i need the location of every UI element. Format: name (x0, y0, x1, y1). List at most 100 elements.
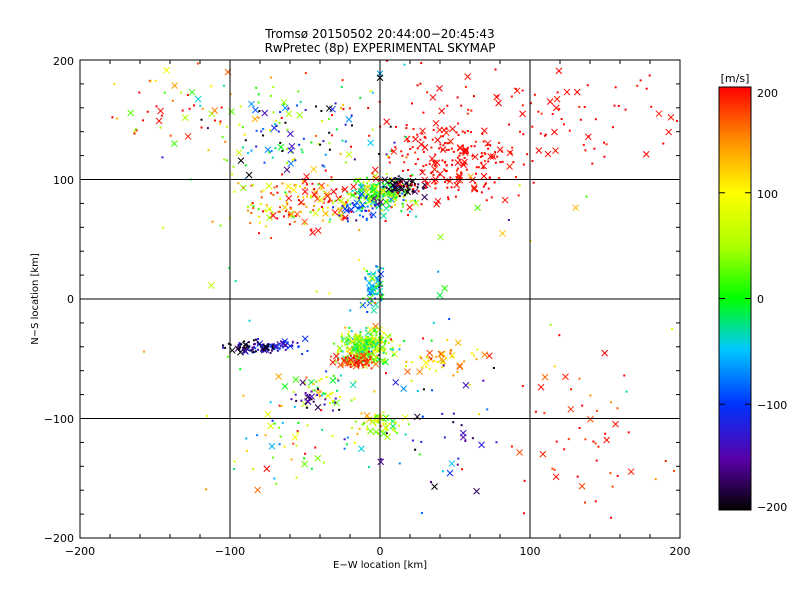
scatter-point (434, 182, 437, 185)
scatter-point (356, 349, 359, 352)
scatter-point (407, 177, 410, 180)
scatter-point-cross (462, 147, 470, 155)
scatter-point (597, 445, 600, 448)
scatter-point (420, 62, 423, 65)
scatter-point (354, 192, 357, 195)
scatter-point (379, 191, 382, 194)
scatter-point (302, 137, 305, 140)
scatter-point-cross (546, 98, 554, 105)
scatter-point (346, 199, 349, 202)
scatter-point-cross (390, 148, 398, 155)
scatter-point (192, 104, 195, 107)
scatter-point (294, 159, 297, 162)
scatter-point (310, 228, 313, 231)
scatter-point (445, 179, 448, 182)
scatter-point (465, 168, 468, 171)
scatter-point-cross (370, 307, 378, 314)
scatter-point-cross (337, 361, 344, 369)
scatter-point (362, 181, 365, 184)
scatter-point (406, 184, 409, 187)
scatter-point (398, 348, 401, 351)
scatter-point (381, 192, 384, 195)
scatter-point (295, 183, 298, 186)
scatter-point-cross (309, 229, 316, 236)
scatter-point (275, 119, 278, 122)
scatter-point (459, 152, 462, 155)
scatter-point (330, 355, 333, 358)
scatter-point (366, 425, 369, 428)
scatter-point (353, 179, 356, 182)
scatter-point (391, 346, 394, 349)
scatter-point (298, 143, 301, 146)
scatter-point (389, 185, 392, 188)
scatter-point (304, 72, 307, 75)
scatter-point (342, 108, 345, 111)
scatter-point (484, 182, 487, 185)
scatter-point (385, 352, 388, 355)
scatter-point (457, 188, 460, 191)
scatter-point-cross (251, 115, 259, 123)
scatter-point (349, 366, 352, 369)
scatter-point (171, 99, 174, 102)
scatter-point (350, 399, 353, 402)
scatter-point (385, 432, 388, 435)
scatter-point (320, 187, 323, 190)
scatter-point (196, 62, 199, 65)
scatter-point (363, 185, 366, 188)
scatter-point (521, 385, 524, 388)
scatter-point (485, 199, 488, 202)
scatter-point (339, 152, 342, 155)
scatter-point (371, 128, 374, 131)
scatter-point (342, 359, 345, 362)
scatter-point (264, 434, 267, 437)
scatter-point (291, 340, 294, 343)
scatter-point-cross (284, 183, 292, 190)
scatter-point (400, 210, 403, 213)
scatter-point (447, 196, 450, 199)
scatter-point (365, 194, 368, 197)
scatter-point (313, 188, 316, 191)
scatter-point (300, 399, 303, 402)
scatter-point (433, 159, 436, 162)
scatter-point (409, 180, 412, 183)
scatter-point (133, 132, 136, 135)
scatter-point-cross (333, 399, 340, 407)
scatter-point (344, 356, 347, 359)
scatter-point (327, 117, 330, 120)
scatter-point (225, 125, 228, 128)
scatter-point (468, 383, 471, 386)
scatter-point (366, 348, 369, 351)
scatter-point (376, 354, 379, 357)
scatter-point (219, 224, 222, 227)
scatter-point (281, 421, 284, 424)
scatter-point (308, 396, 311, 399)
scatter-point (422, 165, 425, 168)
scatter-point-cross (481, 127, 488, 135)
scatter-point (363, 339, 366, 342)
scatter-point (143, 350, 146, 353)
scatter-point (432, 128, 435, 131)
scatter-point (371, 194, 374, 197)
scatter-point (245, 343, 248, 346)
scatter-point (296, 431, 299, 434)
scatter-point (358, 335, 361, 338)
colorbar-ticks (719, 86, 751, 511)
scatter-point (237, 343, 240, 346)
scatter-point (368, 354, 371, 357)
scatter-point (594, 442, 597, 445)
scatter-point (245, 437, 248, 440)
scatter-point (275, 185, 278, 188)
scatter-point (350, 114, 353, 117)
scatter-point-cross (426, 349, 434, 357)
scatter-point (297, 421, 300, 424)
scatter-point (276, 349, 279, 352)
scatter-point (321, 164, 324, 167)
scatter-point (475, 190, 478, 193)
scatter-point (377, 268, 380, 271)
scatter-point-cross (436, 292, 444, 299)
scatter-point (563, 448, 566, 451)
scatter-point (300, 210, 303, 213)
scatter-point (510, 445, 513, 448)
scatter-point (411, 190, 414, 193)
